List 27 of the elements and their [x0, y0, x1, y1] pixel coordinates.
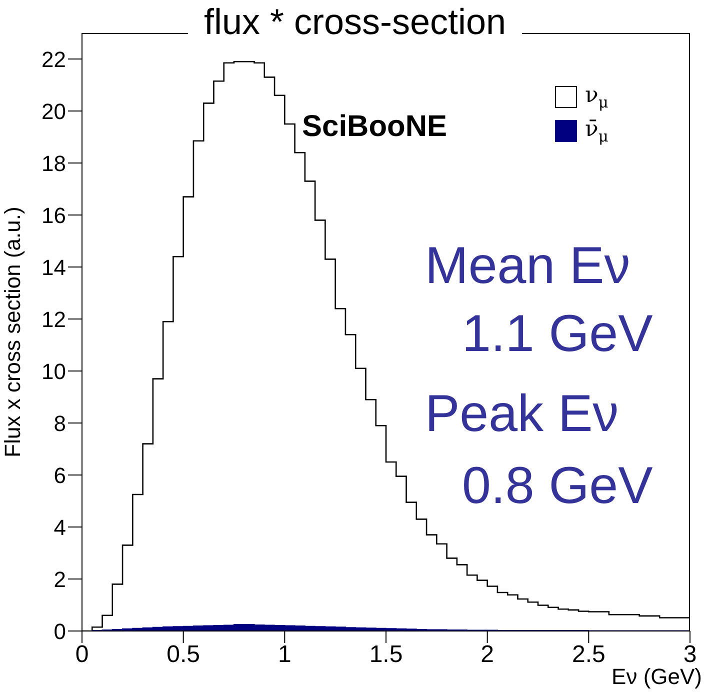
annotation: 1.1 GeV	[462, 305, 653, 364]
x-tick-label: 1.5	[369, 641, 403, 668]
x-tick-label: 2.5	[572, 641, 606, 668]
y-tick-label: 4	[54, 514, 66, 540]
y-tick-label: 6	[54, 462, 66, 488]
annotation: 0.8 GeV	[462, 457, 653, 516]
x-tick-label: 0.5	[166, 641, 200, 668]
y-tick-label: 2	[54, 566, 66, 592]
chart-title: flux * cross-section	[188, 1, 522, 42]
annotation: Mean Eν	[425, 237, 630, 296]
x-tick-label: 2	[480, 641, 494, 668]
y-tick-label: 14	[42, 254, 66, 280]
y-axis-title: Flux x cross section (a.u.)	[0, 206, 25, 458]
y-tick-label: 16	[42, 202, 66, 228]
legend-label: ν̄$_{μ}$	[585, 116, 608, 146]
y-tick-label: 8	[54, 410, 66, 436]
y-tick-label: 20	[42, 98, 66, 124]
x-tick-label: 1	[278, 641, 292, 668]
y-tick-label: 18	[42, 150, 66, 176]
annotation: Peak Eν	[425, 385, 619, 444]
x-tick-label: 0	[75, 641, 89, 668]
y-tick-label: 10	[42, 358, 66, 384]
y-tick-label: 12	[42, 306, 66, 332]
y-tick-label: 22	[42, 46, 66, 72]
y-tick-label: 0	[54, 618, 66, 644]
legend-label: ν$_{μ}$	[585, 82, 608, 112]
annotation: SciBooNE	[302, 110, 448, 143]
